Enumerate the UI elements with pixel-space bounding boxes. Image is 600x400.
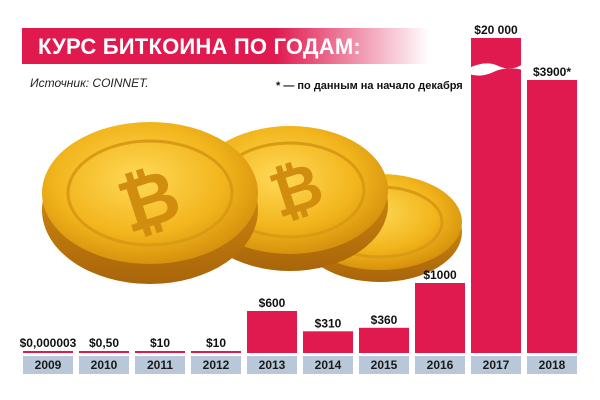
category-label-bg-2018 xyxy=(527,356,577,374)
value-label-2017: $20 000 xyxy=(474,23,518,37)
value-label-2013: $600 xyxy=(259,296,286,310)
value-label-2012: $10 xyxy=(206,336,226,350)
value-label-2009: $0,000003 xyxy=(20,336,77,350)
bar-2010 xyxy=(79,351,129,353)
category-label-bg-2009 xyxy=(23,356,73,374)
category-label-bg-2012 xyxy=(191,356,241,374)
bar-2018 xyxy=(527,80,577,353)
category-label-2010: 2010 xyxy=(91,358,118,372)
bar-2013 xyxy=(247,311,297,353)
title-banner xyxy=(22,28,430,64)
category-label-2018: 2018 xyxy=(539,358,566,372)
source-note: Источник: COINNET. xyxy=(30,76,149,90)
value-label-2011: $10 xyxy=(150,336,170,350)
category-label-2017: 2017 xyxy=(483,358,510,372)
category-label-bg-2016 xyxy=(415,356,465,374)
footnote: * — по данным на начало декабря xyxy=(276,80,463,92)
chart-title: КУРС БИТКОИНА ПО ГОДАМ: xyxy=(38,34,361,59)
value-label-2010: $0,50 xyxy=(89,336,119,350)
bar-2017 xyxy=(471,38,521,353)
category-label-bg-2017 xyxy=(471,356,521,374)
bar-2015 xyxy=(359,327,409,353)
category-label-bg-2015 xyxy=(359,356,409,374)
bar-2016 xyxy=(415,283,465,353)
axis-break-mark xyxy=(469,63,523,76)
category-label-bg-2011 xyxy=(135,356,185,374)
bar-2014 xyxy=(303,331,353,353)
bar-2012 xyxy=(191,351,241,353)
category-label-bg-2010 xyxy=(79,356,129,374)
bar-2009 xyxy=(23,351,73,353)
category-label-2011: 2011 xyxy=(147,358,173,372)
coin-1: ₿ xyxy=(42,122,258,284)
value-label-2015: $360 xyxy=(371,313,398,327)
value-label-2018: $3900* xyxy=(533,65,571,79)
category-label-bg-2014 xyxy=(303,356,353,374)
category-label-2013: 2013 xyxy=(259,358,286,372)
category-label-bg-2013 xyxy=(247,356,297,374)
category-label-2014: 2014 xyxy=(315,358,342,372)
value-label-2014: $310 xyxy=(315,316,342,330)
category-label-2012: 2012 xyxy=(203,358,230,372)
bar-2011 xyxy=(135,351,185,353)
value-label-2016: $1000 xyxy=(423,268,457,282)
category-label-2009: 2009 xyxy=(35,358,62,372)
category-label-2015: 2015 xyxy=(371,358,398,372)
category-label-2016: 2016 xyxy=(427,358,454,372)
